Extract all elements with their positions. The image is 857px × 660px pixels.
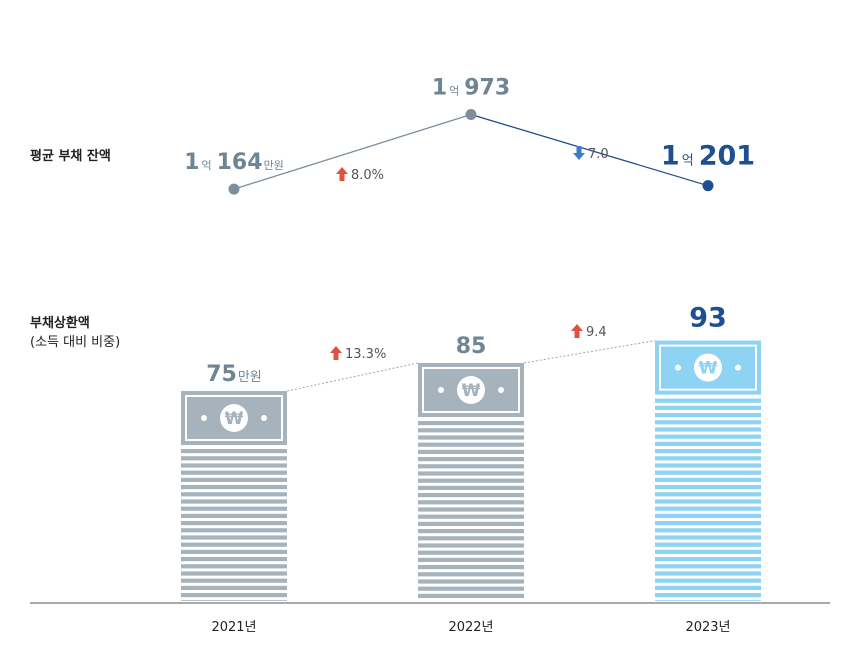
x-tick-label: 2021년 bbox=[211, 620, 256, 635]
bar-row-label: 부채상환액 bbox=[30, 315, 90, 331]
bar-stripes bbox=[418, 421, 524, 598]
bar: ₩85 bbox=[418, 334, 524, 598]
bar-value-label: 85 bbox=[456, 334, 487, 359]
x-tick-label: 2022년 bbox=[448, 620, 493, 635]
banknote-icon: ₩ bbox=[181, 391, 287, 445]
bar-value-label: 75만원 bbox=[206, 362, 262, 387]
x-axis-labels: 2021년 2022년 2023년 bbox=[211, 620, 730, 635]
bar-stripes bbox=[181, 449, 287, 601]
banknote-icon: ₩ bbox=[655, 340, 761, 395]
won-symbol: ₩ bbox=[225, 409, 244, 429]
bar-connector bbox=[286, 362, 419, 392]
x-tick-label: 2023년 bbox=[685, 620, 730, 635]
bar-value-label: 93 bbox=[689, 303, 727, 334]
line-point bbox=[465, 108, 477, 120]
line-value-label: 1 억 201 bbox=[661, 141, 755, 172]
bar-change-1-text: 13.3% bbox=[345, 347, 386, 362]
line-value-label: 1 억 973 bbox=[432, 75, 510, 100]
banknote-icon: ₩ bbox=[418, 363, 524, 417]
line-series: 1 억 164만원 1 억 973 1 억 201 8.0% 7.0 bbox=[184, 75, 755, 195]
bar-stripes bbox=[655, 398, 761, 601]
bar-change-1-arrow-icon bbox=[330, 346, 342, 360]
line-change-1-text: 8.0% bbox=[351, 168, 384, 183]
bar-change-2-arrow-icon bbox=[571, 324, 583, 338]
line-change-1-arrow-icon bbox=[336, 167, 348, 181]
bar: ₩75만원 bbox=[181, 362, 287, 601]
line-change-2-arrow-icon bbox=[573, 146, 585, 160]
line-segment bbox=[233, 113, 472, 190]
bar-row-sublabel: (소득 대비 비중) bbox=[30, 335, 120, 350]
bar-change-2-text: 9.4 bbox=[586, 325, 607, 340]
line-value-label: 1 억 164만원 bbox=[184, 150, 284, 175]
won-symbol: ₩ bbox=[699, 359, 718, 379]
line-change-2-text: 7.0 bbox=[588, 147, 609, 162]
line-point bbox=[702, 180, 714, 192]
won-symbol: ₩ bbox=[462, 381, 481, 401]
line-point bbox=[228, 183, 240, 195]
line-segment bbox=[470, 113, 709, 187]
bar: ₩93 bbox=[655, 303, 761, 601]
line-row-label: 평균 부채 잔액 bbox=[30, 148, 111, 164]
bar-connector bbox=[523, 340, 656, 364]
